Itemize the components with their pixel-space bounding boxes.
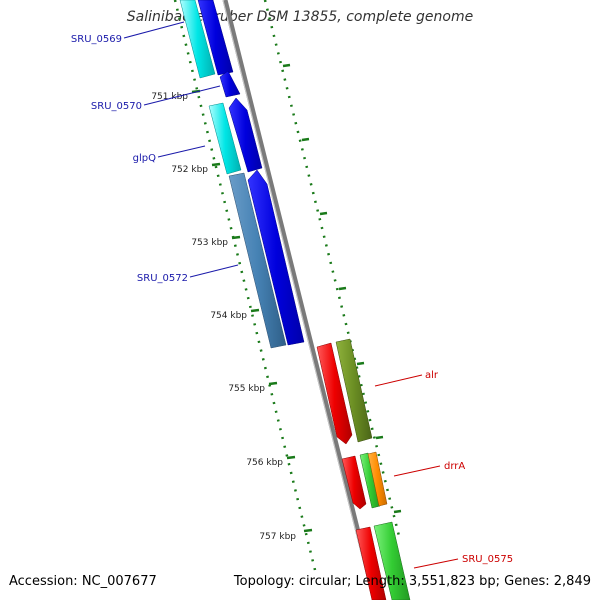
cds-olive-alr[interactable] [335,338,373,443]
cds-blue-sru0572[interactable] [247,169,305,346]
cds-red-sru0575[interactable] [355,526,387,600]
tick-755: 755 kbp [228,381,278,394]
gene-label-glpq[interactable]: glpQ [133,145,206,164]
genome-backbone [222,0,378,600]
tick-label: 756 kbp [246,458,283,468]
genome-backbone-highlight [222,0,374,600]
accession-text: Accession: NC_007677 [9,574,157,589]
tick-752: 752 kbp [171,162,221,175]
cds-red-alr[interactable] [316,342,353,445]
genome-summary-text: Topology: circular; Length: 3,551,823 bp… [233,574,591,589]
tick-label: 751 kbp [151,92,188,102]
gene-label-text: drrA [444,461,465,472]
cds-red-drra[interactable] [341,455,367,510]
gene-label-text: alr [425,370,439,381]
right-track-dashes [282,63,402,514]
tick-label: 752 kbp [171,165,208,175]
tick-753: 753 kbp [191,235,241,248]
tick-label: 757 kbp [259,532,296,542]
gene-label-text: SRU_0570 [91,101,142,112]
cds-orange-drra[interactable] [367,451,388,507]
gene-label-sru0570[interactable]: SRU_0570 [91,85,221,112]
tick-label: 755 kbp [228,384,265,394]
gene-label-alr[interactable]: alr [374,370,439,387]
cds-cyan-glpq[interactable] [208,102,242,175]
tick-754: 754 kbp [210,308,260,321]
gene-label-text: SRU_0569 [71,34,122,45]
cds-blue-glpq[interactable] [228,97,263,173]
cds-steel-sru0572[interactable] [228,172,287,349]
tick-757: 757 kbp [259,528,313,542]
cds-blue-sru0569[interactable] [197,0,234,76]
gene-label-text: glpQ [133,153,156,164]
gene-label-sru0572[interactable]: SRU_0572 [137,264,239,284]
gene-label-text: SRU_0575 [462,554,513,565]
cds-blue-sru0570[interactable] [219,70,241,98]
tick-label: 753 kbp [191,238,228,248]
gene-label-sru0575[interactable]: SRU_0575 [413,554,513,569]
gene-label-text: SRU_0572 [137,273,188,284]
tick-756: 756 kbp [246,455,296,468]
cds-cyan-sru0569[interactable] [179,0,216,79]
cds-green-sru0575[interactable] [373,521,411,600]
tick-label: 754 kbp [210,311,247,321]
gene-label-sru0569[interactable]: SRU_0569 [71,21,185,45]
gene-label-drra[interactable]: drrA [393,461,465,477]
